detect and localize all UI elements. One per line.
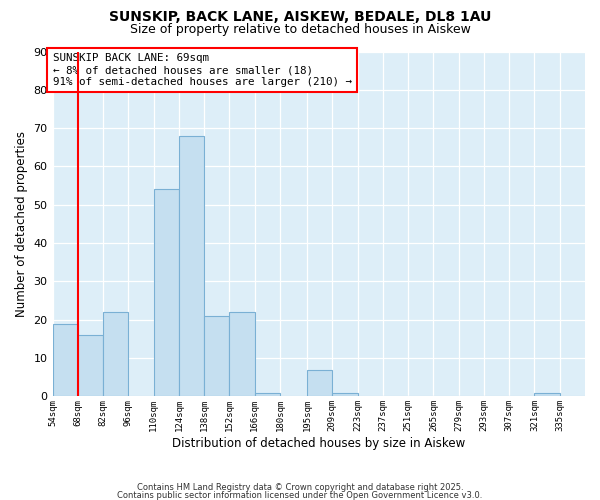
Bar: [307, 370, 332, 396]
Text: SUNSKIP, BACK LANE, AISKEW, BEDALE, DL8 1AU: SUNSKIP, BACK LANE, AISKEW, BEDALE, DL8 …: [109, 10, 491, 24]
Bar: [78, 335, 103, 396]
Bar: [154, 190, 179, 396]
X-axis label: Distribution of detached houses by size in Aiskew: Distribution of detached houses by size …: [172, 437, 466, 450]
Bar: [229, 312, 254, 396]
Text: Size of property relative to detached houses in Aiskew: Size of property relative to detached ho…: [130, 22, 470, 36]
Bar: [535, 392, 560, 396]
Text: SUNSKIP BACK LANE: 69sqm
← 8% of detached houses are smaller (18)
91% of semi-de: SUNSKIP BACK LANE: 69sqm ← 8% of detache…: [53, 54, 352, 86]
Bar: [179, 136, 204, 396]
Bar: [53, 324, 78, 396]
Text: Contains public sector information licensed under the Open Government Licence v3: Contains public sector information licen…: [118, 490, 482, 500]
Bar: [254, 392, 280, 396]
Bar: [332, 392, 358, 396]
Y-axis label: Number of detached properties: Number of detached properties: [15, 131, 28, 317]
Bar: [103, 312, 128, 396]
Bar: [204, 316, 229, 396]
Text: Contains HM Land Registry data © Crown copyright and database right 2025.: Contains HM Land Registry data © Crown c…: [137, 484, 463, 492]
